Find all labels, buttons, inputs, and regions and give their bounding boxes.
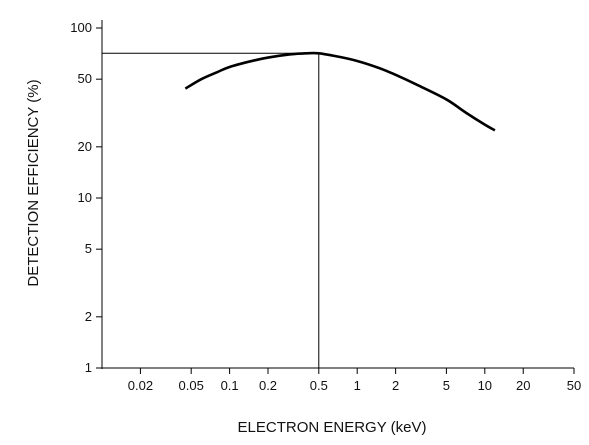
y-tick-label: 2: [85, 309, 92, 324]
x-axis-title: ELECTRON ENERGY (keV): [238, 419, 427, 436]
x-tick-label: 0.05: [179, 378, 204, 393]
efficiency-curve: [184, 51, 496, 132]
y-tick-label: 20: [78, 139, 92, 154]
x-tick-label: 1: [354, 378, 361, 393]
y-axis-title: DETECTION EFFICIENCY (%): [25, 79, 42, 286]
x-tick-label: 0.02: [128, 378, 153, 393]
y-tick-label: 5: [85, 241, 92, 256]
x-tick-label: 5: [443, 378, 450, 393]
plot-area: [101, 20, 574, 369]
y-tick-label: 50: [78, 71, 92, 86]
y-tick-label: 100: [70, 20, 92, 35]
x-tick-label: 20: [516, 378, 530, 393]
y-tick-label: 10: [78, 190, 92, 205]
y-axis-ticks: 1 2 5 10 20 50 100: [70, 20, 102, 375]
x-tick-label: 2: [392, 378, 399, 393]
x-tick-label: 50: [567, 378, 581, 393]
x-tick-label: 0.5: [310, 378, 328, 393]
x-tick-label: 0.1: [221, 378, 239, 393]
x-tick-label: 10: [478, 378, 492, 393]
x-tick-label: 0.2: [259, 378, 277, 393]
x-axis-ticks: 0.02 0.05 0.1 0.2 0.5 1 2 5 10 20 50: [128, 368, 581, 393]
y-tick-label: 1: [85, 360, 92, 375]
